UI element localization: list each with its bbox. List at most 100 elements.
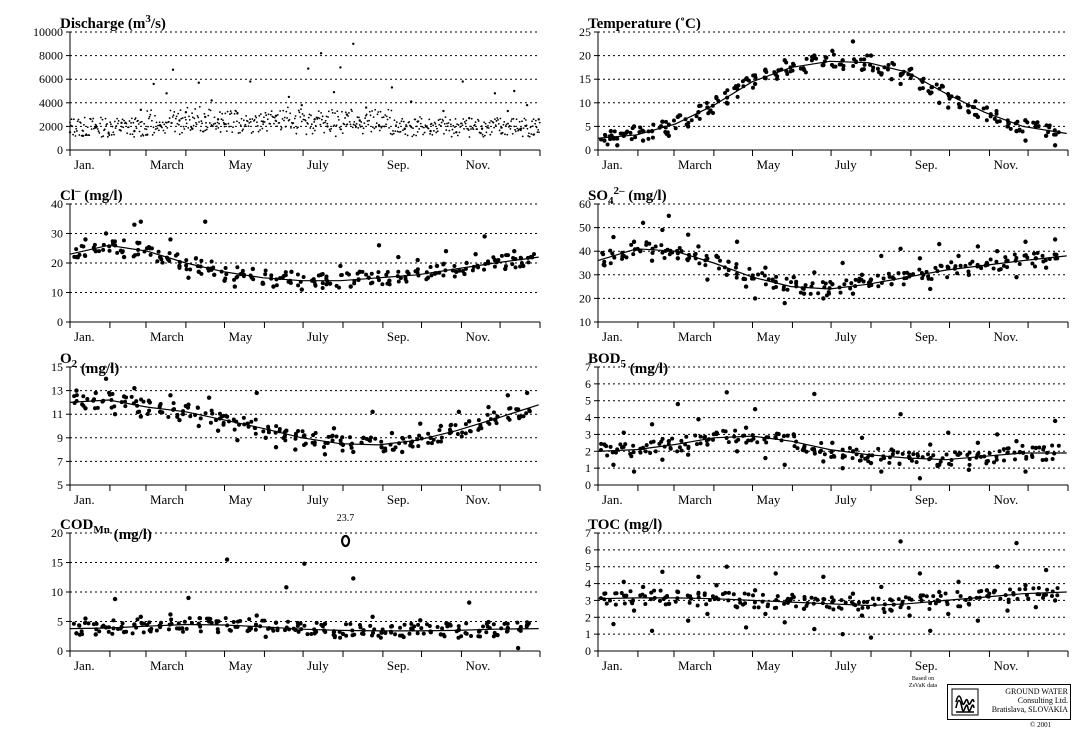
x-tick-label: Nov. xyxy=(465,157,490,172)
data-point xyxy=(148,629,153,634)
data-point xyxy=(231,131,234,134)
trend-line xyxy=(69,623,539,632)
data-point xyxy=(946,105,951,110)
data-point xyxy=(379,439,384,444)
data-point xyxy=(331,111,334,114)
data-point xyxy=(357,127,360,129)
data-point xyxy=(631,252,636,257)
data-point xyxy=(843,600,848,605)
data-point xyxy=(898,72,903,77)
based-on-label: Based on xyxy=(911,676,935,682)
data-point xyxy=(109,121,112,124)
data-point xyxy=(178,133,181,136)
data-point xyxy=(966,109,971,114)
data-point xyxy=(600,250,605,255)
data-point xyxy=(842,282,847,287)
data-point xyxy=(406,271,411,276)
data-point xyxy=(939,83,944,88)
data-point xyxy=(196,115,199,117)
data-point xyxy=(697,104,702,109)
y-tick-label: 30 xyxy=(51,227,63,241)
data-point xyxy=(752,406,758,412)
data-point xyxy=(785,287,790,292)
data-point xyxy=(328,128,331,131)
data-point xyxy=(508,406,513,411)
data-point xyxy=(188,267,193,272)
data-point xyxy=(798,290,803,295)
data-point xyxy=(486,404,491,410)
data-point xyxy=(899,602,904,607)
data-point xyxy=(326,122,329,125)
data-point xyxy=(502,621,507,626)
data-point xyxy=(763,611,768,617)
y-tick-label: 40 xyxy=(51,197,63,211)
data-point xyxy=(499,117,502,120)
data-point xyxy=(497,118,499,121)
data-point xyxy=(504,133,506,136)
data-point xyxy=(498,129,501,132)
data-point xyxy=(473,123,476,126)
data-point xyxy=(795,446,800,451)
data-point xyxy=(348,284,353,289)
data-point xyxy=(451,128,454,131)
data-point xyxy=(186,275,191,280)
data-point xyxy=(1031,586,1036,591)
data-point xyxy=(76,120,79,123)
data-point xyxy=(376,270,381,275)
data-point xyxy=(117,122,119,125)
data-point xyxy=(664,131,669,136)
data-point xyxy=(245,115,248,117)
data-point xyxy=(104,117,107,120)
data-point xyxy=(782,601,787,606)
data-point xyxy=(520,127,523,130)
data-point xyxy=(400,120,403,123)
data-point xyxy=(430,122,433,125)
data-point xyxy=(453,126,456,129)
data-point xyxy=(415,257,420,263)
data-point xyxy=(115,250,120,255)
data-source-label: ZsVaK data xyxy=(908,683,938,689)
data-point xyxy=(504,253,509,258)
data-point xyxy=(240,117,243,120)
data-point xyxy=(224,272,229,277)
data-point xyxy=(282,273,287,278)
data-point xyxy=(402,622,407,627)
data-point xyxy=(319,123,322,126)
data-point xyxy=(418,128,421,130)
data-point xyxy=(281,117,284,120)
data-point xyxy=(394,130,397,133)
data-point xyxy=(286,106,289,109)
data-point xyxy=(505,628,510,633)
data-point xyxy=(313,118,316,121)
data-point xyxy=(83,123,85,126)
data-point xyxy=(1006,121,1011,126)
data-point xyxy=(861,279,866,284)
data-point xyxy=(426,440,431,445)
data-point xyxy=(726,259,731,264)
data-point xyxy=(340,435,345,440)
data-point xyxy=(979,588,984,593)
data-point xyxy=(205,121,207,124)
data-point xyxy=(770,277,775,282)
data-point xyxy=(1012,252,1017,257)
x-tick-label: Jan. xyxy=(74,157,95,172)
data-point xyxy=(404,133,407,136)
data-point xyxy=(898,246,903,252)
data-point xyxy=(832,454,837,459)
data-point xyxy=(197,81,200,84)
data-point xyxy=(881,606,886,611)
data-point xyxy=(203,411,208,416)
data-point xyxy=(667,252,672,257)
data-point xyxy=(198,121,200,123)
data-point xyxy=(71,125,74,128)
data-point xyxy=(350,108,353,111)
data-point xyxy=(371,631,376,636)
data-point xyxy=(175,115,178,118)
data-point xyxy=(753,75,758,80)
data-point xyxy=(802,594,807,599)
data-point xyxy=(266,430,271,435)
data-point xyxy=(348,120,351,123)
data-point xyxy=(792,444,797,449)
data-point xyxy=(949,260,954,265)
